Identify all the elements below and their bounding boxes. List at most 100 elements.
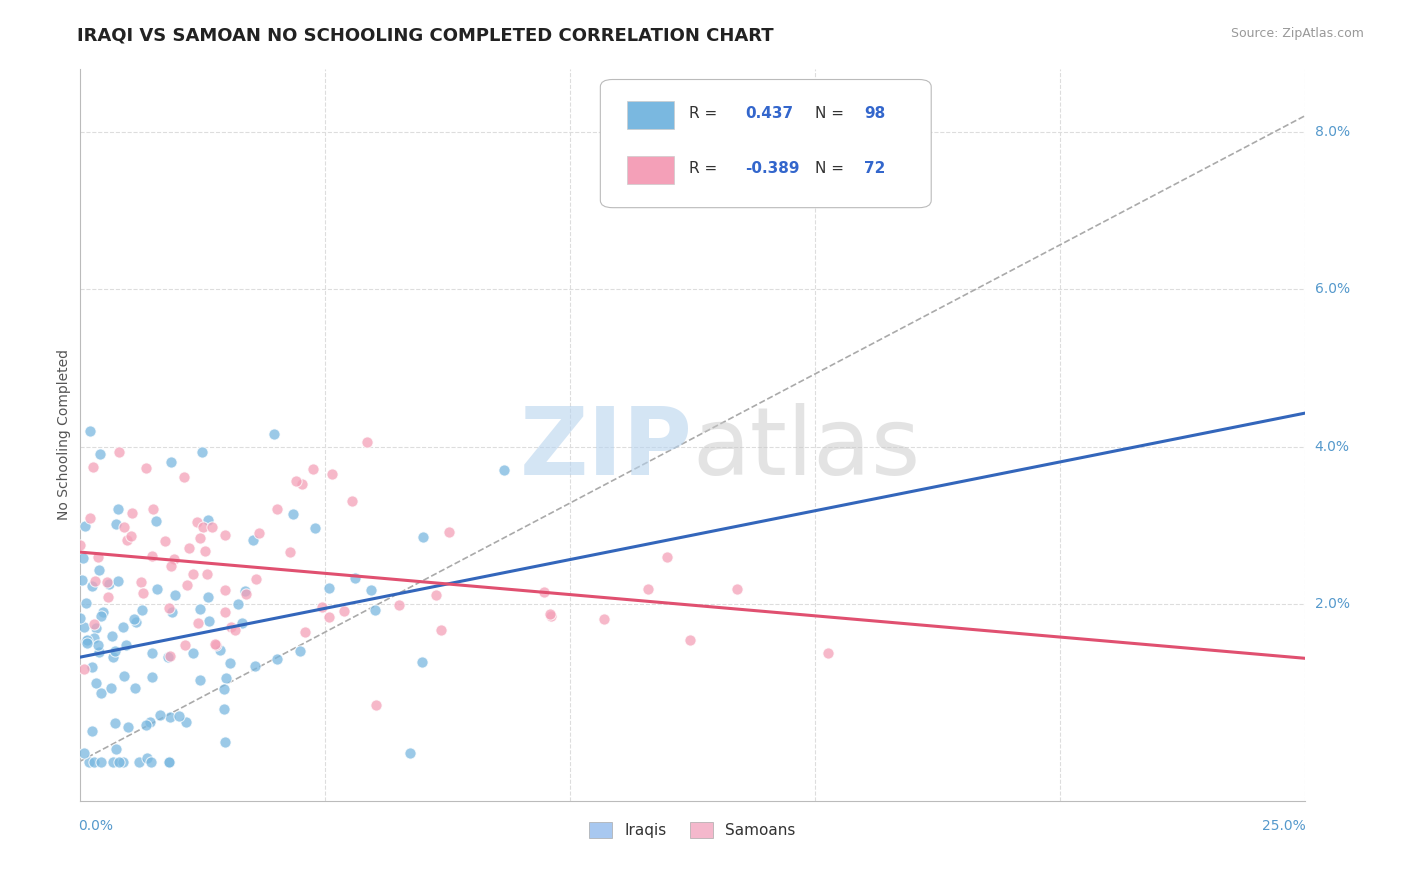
Point — [114, 639, 136, 653]
Point — [302, 462, 325, 476]
Point — [112, 620, 135, 634]
Text: R =: R = — [689, 106, 721, 121]
Point — [149, 707, 172, 722]
Point — [135, 751, 157, 765]
Text: atlas: atlas — [692, 403, 921, 495]
Text: R =: R = — [689, 161, 721, 177]
Point — [195, 566, 218, 581]
Point — [84, 622, 107, 636]
Point — [214, 605, 236, 619]
Text: 8.0%: 8.0% — [1315, 125, 1350, 138]
Point — [141, 755, 163, 769]
Point — [84, 574, 107, 589]
Point — [233, 584, 256, 599]
Point — [228, 597, 250, 611]
Point — [107, 445, 129, 459]
Point — [173, 638, 195, 652]
Point — [70, 573, 93, 587]
Point — [108, 755, 131, 769]
Point — [73, 662, 96, 676]
Point — [318, 581, 340, 595]
Point — [817, 646, 839, 660]
Point — [112, 669, 135, 683]
Point — [84, 676, 107, 690]
Point — [159, 649, 181, 664]
Point — [285, 475, 308, 489]
Point — [194, 544, 217, 558]
Point — [121, 506, 143, 520]
Point — [243, 659, 266, 673]
Point — [333, 604, 356, 618]
Point — [263, 427, 285, 442]
Text: 4.0%: 4.0% — [1315, 440, 1350, 453]
Point — [104, 716, 127, 731]
Point — [538, 607, 561, 622]
Point — [105, 741, 128, 756]
Point — [412, 530, 434, 544]
Point — [141, 646, 163, 660]
Point — [231, 615, 253, 630]
Point — [212, 682, 235, 697]
Point — [83, 755, 105, 769]
Point — [266, 502, 288, 516]
Point — [290, 644, 312, 658]
Text: IRAQI VS SAMOAN NO SCHOOLING COMPLETED CORRELATION CHART: IRAQI VS SAMOAN NO SCHOOLING COMPLETED C… — [77, 27, 773, 45]
Point — [219, 656, 242, 670]
Point — [176, 578, 198, 592]
Point — [131, 603, 153, 617]
Point — [89, 563, 111, 577]
Point — [533, 584, 555, 599]
Text: N =: N = — [815, 106, 849, 121]
Y-axis label: No Schooling Completed: No Schooling Completed — [58, 349, 72, 520]
Point — [73, 746, 96, 760]
Point — [678, 633, 700, 648]
Point — [356, 435, 378, 450]
Point — [181, 646, 204, 660]
Point — [87, 638, 110, 652]
Point — [128, 755, 150, 769]
Point — [540, 608, 562, 623]
Point — [205, 638, 228, 652]
Point — [411, 655, 433, 669]
Point — [177, 541, 200, 556]
Point — [122, 612, 145, 626]
Point — [124, 681, 146, 695]
Text: 2.0%: 2.0% — [1315, 597, 1350, 611]
Point — [360, 582, 382, 597]
FancyBboxPatch shape — [627, 102, 673, 129]
Point — [366, 698, 388, 713]
Point — [593, 613, 616, 627]
Point — [76, 633, 98, 648]
Point — [204, 637, 226, 651]
Point — [249, 525, 271, 540]
Point — [89, 645, 111, 659]
Point — [181, 566, 204, 581]
Point — [388, 599, 411, 613]
Point — [132, 585, 155, 599]
Point — [657, 550, 679, 565]
Text: ZIP: ZIP — [519, 403, 692, 495]
Point — [321, 467, 343, 481]
Point — [96, 575, 118, 590]
Point — [157, 600, 180, 615]
Point — [87, 550, 110, 565]
Text: 6.0%: 6.0% — [1315, 282, 1350, 296]
Point — [125, 615, 148, 629]
Point — [72, 551, 94, 566]
Point — [141, 670, 163, 684]
Point — [215, 671, 238, 685]
Point — [75, 596, 97, 610]
Point — [83, 617, 105, 632]
Point — [188, 601, 211, 615]
Point — [214, 735, 236, 749]
Point — [79, 510, 101, 524]
Point — [153, 534, 176, 549]
Point — [105, 516, 128, 531]
Point — [103, 755, 125, 769]
Point — [191, 445, 214, 459]
Point — [188, 673, 211, 687]
Point — [156, 649, 179, 664]
Point — [89, 447, 111, 461]
Point — [494, 463, 516, 477]
Point — [363, 603, 385, 617]
